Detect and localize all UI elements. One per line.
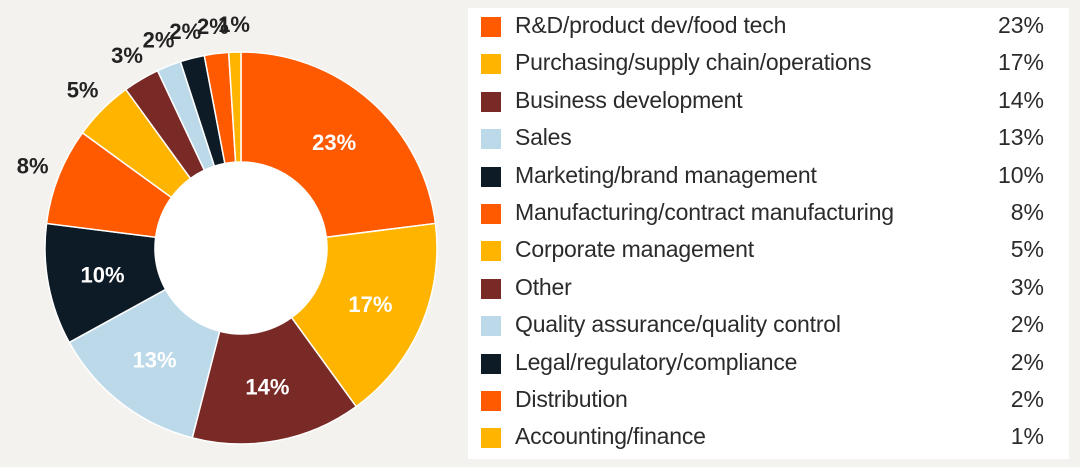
legend-value: 17% [997,49,1044,76]
legend-label: Quality assurance/quality control [515,311,841,338]
legend-item-manufacturing-contract-manufacturing: Manufacturing/contract manufacturing 8% [468,195,1069,232]
legend-item-corporate-management: Corporate management 5% [468,232,1069,269]
slice-label-quality-assurance-quality-control: 2% [143,28,175,53]
legend-value: 13% [997,124,1044,151]
legend-label: Purchasing/supply chain/operations [515,49,872,76]
legend-label: Corporate management [515,236,754,263]
legend-item-purchasing-supply-chain-operations: Purchasing/supply chain/operations 17% [468,45,1069,82]
legend-swatch [481,428,501,449]
slice-label-marketing-brand-management: 10% [80,262,124,287]
slice-label-r-d-product-dev-food-tech: 23% [312,130,356,155]
legend-swatch [481,316,501,337]
slice-label-accounting-finance: 1% [218,12,250,37]
slice-r-d-product-dev-food-tech [240,51,437,239]
legend-item-legal-regulatory-compliance: Legal/regulatory/compliance 2% [468,345,1069,382]
legend-label: Distribution [515,386,628,412]
legend-item-marketing-brand-management: Marketing/brand management 10% [468,158,1069,195]
legend-swatch [481,91,501,112]
legend-value: 10% [997,161,1044,188]
legend-label: R&D/product dev/food tech [515,12,787,38]
legend-swatch [481,204,501,224]
legend-label: Business development [515,86,743,113]
legend-value: 1% [1010,423,1044,450]
legend: R&D/product dev/food tech 23% Purchasing/s… [468,8,1069,459]
legend-item-r-d-product-dev-food-tech: R&D/product dev/food tech 23% [468,8,1069,45]
legend-value: 8% [1010,199,1044,225]
legend-label: Marketing/brand management [515,161,817,188]
legend-swatch [481,278,501,299]
legend-swatch [481,129,501,150]
legend-value: 3% [1010,273,1044,300]
legend-value: 2% [1010,311,1044,338]
legend-item-other: Other 3% [468,270,1069,307]
legend-item-business-development: Business development 14% [468,83,1069,120]
slice-label-legal-regulatory-compliance: 2% [169,19,201,44]
legend-item-quality-assurance-quality-control: Quality assurance/quality control 2% [468,307,1069,344]
slice-label-distribution: 2% [197,14,229,39]
legend-swatch [481,166,501,187]
legend-item-accounting-finance: Accounting/finance 1% [468,419,1069,456]
legend-swatch [481,353,501,374]
legend-value: 2% [1010,348,1044,375]
legend-swatch [481,391,501,411]
slice-label-sales: 13% [133,347,177,372]
legend-value: 2% [1010,386,1044,412]
legend-label: Sales [515,124,572,151]
slice-label-business-development: 14% [245,375,289,400]
donut-chart-svg: 23%17%14%13%10%8%5%3%2%2%2%1% [17,12,438,445]
legend-label: Other [515,273,572,300]
legend-label: Manufacturing/contract manufacturing [515,199,894,225]
legend-label: Legal/regulatory/compliance [515,348,798,375]
legend-value: 5% [1010,236,1044,263]
donut-hole [155,162,327,334]
legend-label: Accounting/finance [515,423,706,450]
slice-purchasing-supply-chain-operations [290,222,438,408]
legend-swatch [481,54,501,75]
donut-chart: 23% 17% 14% 13% 10% 8% 5% 3% 2% 2% 2% 1% [0,0,470,467]
slice-label-purchasing-supply-chain-operations: 17% [348,292,392,317]
legend-item-sales: Sales 13% [468,120,1069,157]
legend-item-distribution: Distribution 2% [468,382,1069,419]
legend-value: 23% [997,12,1044,38]
legend-value: 14% [997,86,1044,113]
legend-swatch [481,241,501,262]
slice-label-other: 3% [111,43,143,68]
slice-label-corporate-management: 5% [67,78,99,103]
legend-swatch [481,17,501,37]
slice-label-manufacturing-contract-manufacturing: 8% [17,154,49,179]
